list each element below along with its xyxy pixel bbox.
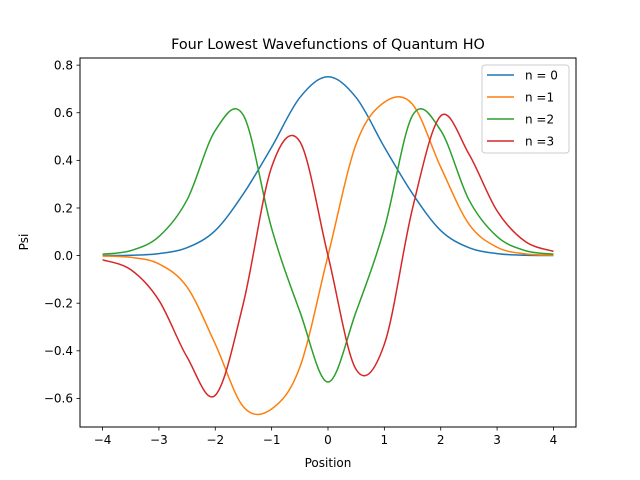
legend: n = 0 n =1 n =2 n =3 <box>481 64 570 154</box>
legend-label: n = 0 <box>525 68 558 82</box>
x-tick-label: 3 <box>493 433 501 447</box>
y-tick-label: 0.4 <box>54 154 73 168</box>
y-tick-label: −0.6 <box>44 392 73 406</box>
x-tick-label: −3 <box>150 433 168 447</box>
legend-label: n =2 <box>525 112 554 126</box>
y-tick-label: −0.2 <box>44 297 73 311</box>
x-tick-label: −2 <box>206 433 224 447</box>
x-tick-label: 0 <box>324 433 332 447</box>
y-tick-label: −0.4 <box>44 344 73 358</box>
y-axis-ticks: −0.6 −0.4 −0.2 0.0 0.2 0.4 0.6 0.8 <box>44 58 80 406</box>
x-axis-label: Position <box>305 456 352 470</box>
x-tick-label: −1 <box>263 433 281 447</box>
x-tick-label: 4 <box>550 433 558 447</box>
series-layer <box>102 76 554 416</box>
series-line <box>102 108 554 383</box>
y-axis-label: Psi <box>17 234 31 251</box>
series-line <box>102 113 554 398</box>
y-tick-label: 0.2 <box>54 201 73 215</box>
x-axis-ticks: −4 −3 −2 −1 0 1 2 3 4 <box>94 427 558 447</box>
series-line <box>102 76 554 257</box>
legend-label: n =3 <box>525 134 554 148</box>
legend-entries: n = 0 n =1 n =2 n =3 <box>487 68 558 148</box>
legend-box <box>481 64 570 154</box>
x-tick-label: 1 <box>381 433 389 447</box>
x-tick-label: −4 <box>94 433 112 447</box>
chart-title: Four Lowest Wavefunctions of Quantum HO <box>171 37 485 53</box>
y-tick-label: 0.6 <box>54 106 73 120</box>
y-tick-label: 0.8 <box>54 58 73 72</box>
y-tick-label: 0.0 <box>54 249 73 263</box>
x-tick-label: 2 <box>437 433 445 447</box>
legend-label: n =1 <box>525 90 554 104</box>
